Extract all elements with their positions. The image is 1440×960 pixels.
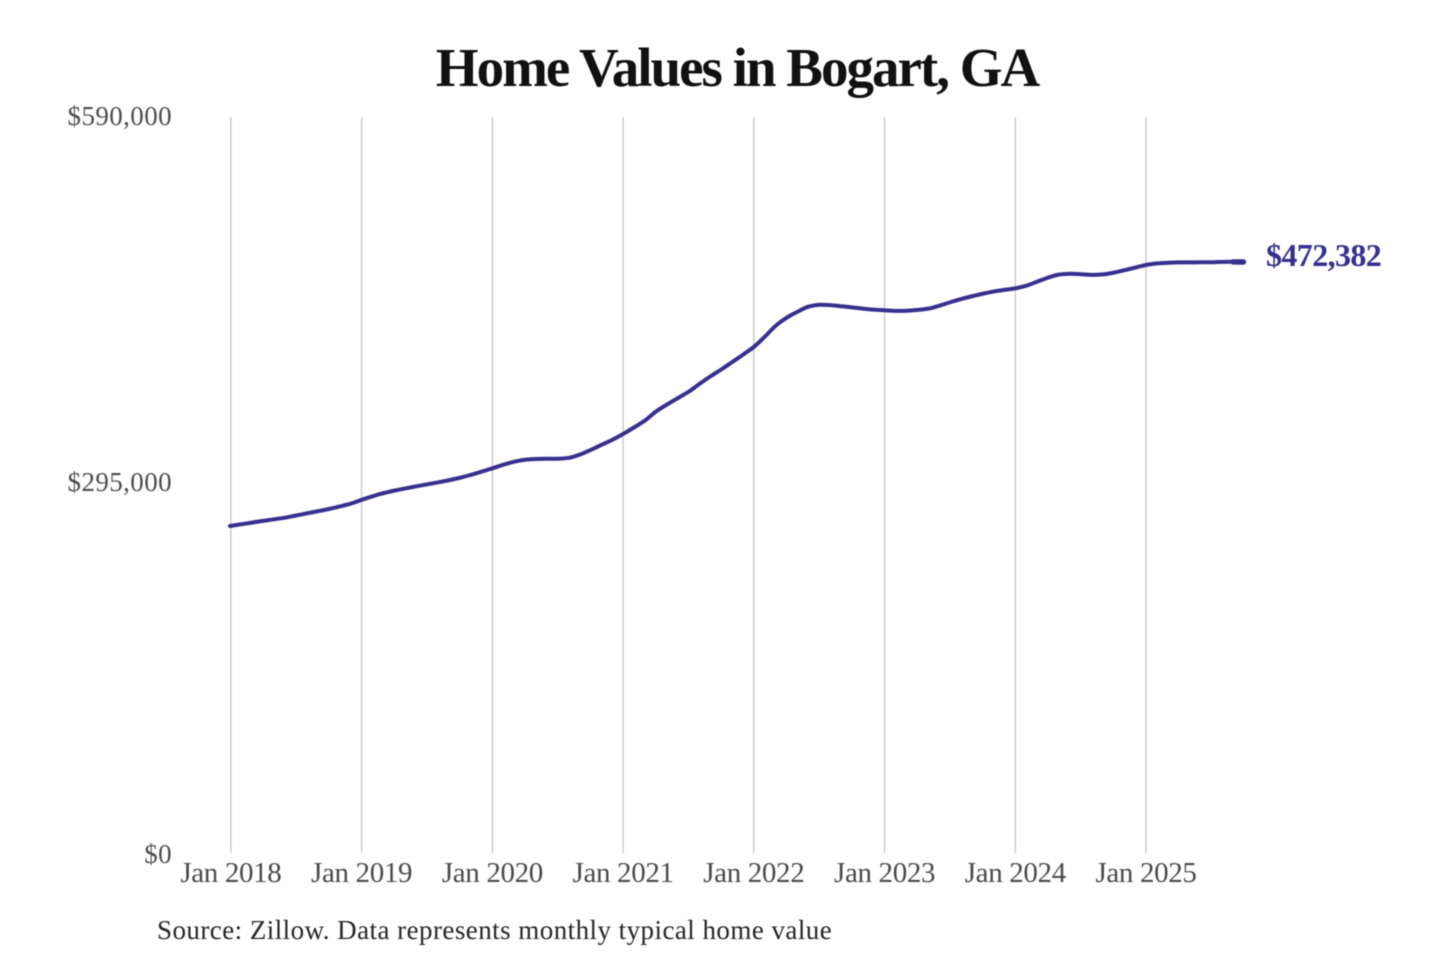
svg-text:Source: Zillow. Data represent: Source: Zillow. Data represents monthly … xyxy=(157,915,832,945)
svg-text:Jan 2019: Jan 2019 xyxy=(311,857,412,889)
svg-text:$0: $0 xyxy=(144,839,172,869)
svg-text:$472,382: $472,382 xyxy=(1266,237,1381,273)
svg-text:Jan 2023: Jan 2023 xyxy=(834,857,935,889)
svg-text:Jan 2025: Jan 2025 xyxy=(1095,857,1196,889)
svg-text:Home Values in Bogart, GA: Home Values in Bogart, GA xyxy=(436,37,1041,98)
svg-text:Jan 2022: Jan 2022 xyxy=(703,857,804,889)
svg-text:$295,000: $295,000 xyxy=(68,467,172,497)
svg-text:Jan 2018: Jan 2018 xyxy=(180,857,281,889)
svg-text:Jan 2020: Jan 2020 xyxy=(442,857,543,889)
svg-text:Jan 2021: Jan 2021 xyxy=(573,857,674,889)
svg-text:$590,000: $590,000 xyxy=(68,101,172,131)
svg-text:Jan 2024: Jan 2024 xyxy=(965,857,1067,889)
